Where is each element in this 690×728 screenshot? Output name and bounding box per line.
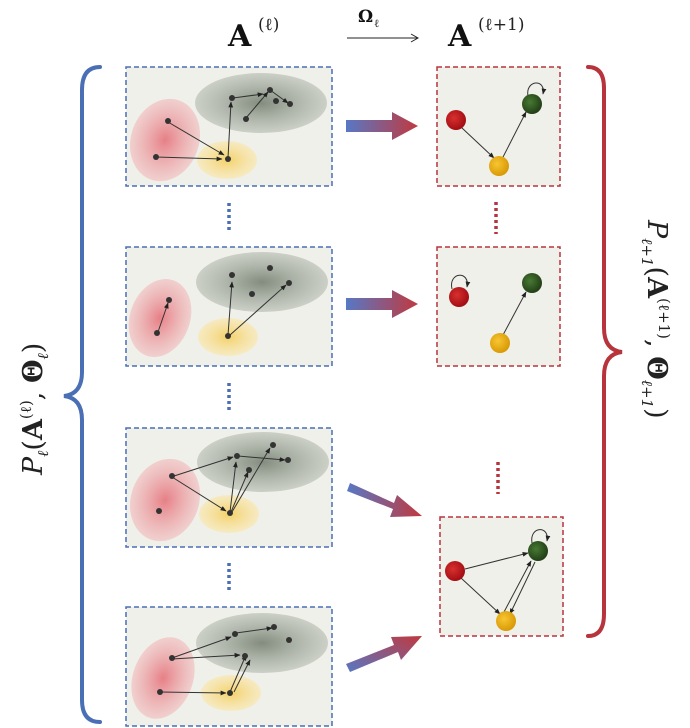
gray-cluster bbox=[196, 252, 328, 312]
right-ellipsis-dots bbox=[494, 202, 500, 494]
left-panel-2-edges bbox=[157, 281, 287, 336]
right-label-theta-sub: ℓ+1 bbox=[638, 380, 656, 408]
right-panel-1 bbox=[436, 66, 561, 187]
right-label-a-sup: (ℓ+1) bbox=[655, 298, 673, 339]
right-label-comma: , bbox=[641, 339, 672, 356]
gray-cluster bbox=[197, 432, 329, 492]
operator-arrow-head bbox=[410, 33, 420, 43]
left-probability-label: Pℓ(A(ℓ), Θℓ) bbox=[17, 343, 52, 476]
left-label-close: ) bbox=[18, 343, 49, 354]
right-label-theta: Θ bbox=[641, 356, 672, 380]
transition-arrow-2 bbox=[346, 290, 418, 318]
right-label-close: ) bbox=[641, 408, 672, 419]
left-column-title: A (ℓ) bbox=[227, 15, 279, 54]
svg-text:Pℓ(A(ℓ), Θℓ): Pℓ(A(ℓ), Θℓ) bbox=[17, 343, 52, 476]
left-panel-3 bbox=[125, 427, 333, 548]
left-label-a: A bbox=[18, 418, 49, 441]
red-node bbox=[449, 287, 469, 307]
left-panel-2 bbox=[125, 246, 333, 367]
right-label-open: ( bbox=[641, 267, 672, 278]
right-title-base: A bbox=[447, 19, 472, 54]
right-column-title: A (ℓ+1) bbox=[447, 15, 524, 54]
right-label-a: A bbox=[641, 276, 672, 299]
green-node bbox=[528, 541, 548, 561]
left-panel-2-nodes bbox=[154, 265, 292, 339]
right-panel-3 bbox=[439, 516, 564, 637]
green-node bbox=[522, 273, 542, 293]
right-panel-2 bbox=[436, 246, 561, 367]
left-brace bbox=[63, 65, 102, 724]
left-panel-4 bbox=[125, 606, 333, 727]
left-label-a-sup: (ℓ) bbox=[17, 400, 35, 419]
left-label-theta-sub: ℓ bbox=[34, 353, 52, 359]
transition-arrow-1 bbox=[346, 112, 418, 140]
right-brace bbox=[586, 65, 623, 638]
right-probability-label: Pℓ+1(A(ℓ+1), Θℓ+1) bbox=[638, 219, 673, 419]
right-panel-3-edges bbox=[460, 529, 551, 615]
red-cluster bbox=[131, 637, 195, 719]
right-panel-1-edges bbox=[461, 82, 547, 160]
red-node bbox=[446, 110, 466, 130]
left-title-sup: (ℓ) bbox=[258, 15, 279, 35]
red-cluster bbox=[129, 458, 201, 542]
transition-arrow-3 bbox=[347, 483, 422, 517]
right-panel-2-edges bbox=[451, 274, 527, 336]
yellow-node bbox=[490, 333, 510, 353]
transition-arrow-4 bbox=[346, 636, 422, 672]
left-panel-1 bbox=[125, 66, 333, 187]
left-title-base: A bbox=[227, 19, 252, 54]
operator-base: Ω bbox=[358, 7, 373, 27]
left-label-theta: Θ bbox=[18, 359, 49, 383]
operator-sub: ℓ bbox=[374, 17, 379, 30]
svg-text:Pℓ+1(A(ℓ+1), Θℓ+1): Pℓ+1(A(ℓ+1), Θℓ+1) bbox=[638, 219, 673, 419]
red-node bbox=[445, 561, 465, 581]
left-panel-3-nodes bbox=[156, 442, 291, 516]
transition-operator: Ω ℓ bbox=[347, 7, 420, 43]
left-label-comma: , bbox=[18, 383, 49, 400]
left-panel-1-edges bbox=[155, 89, 289, 162]
left-panel-4-edges bbox=[159, 626, 273, 696]
red-cluster bbox=[129, 98, 201, 182]
yellow-node bbox=[496, 611, 516, 631]
left-panel-1-nodes bbox=[153, 87, 293, 162]
left-label-open: ( bbox=[18, 440, 49, 451]
gray-cluster bbox=[195, 73, 327, 133]
right-title-sup: (ℓ+1) bbox=[478, 15, 524, 35]
red-cluster bbox=[128, 279, 192, 357]
right-label-p-sub: ℓ+1 bbox=[638, 238, 656, 266]
left-panel-4-nodes bbox=[157, 624, 292, 696]
left-panel-3-edges bbox=[171, 447, 286, 513]
yellow-node bbox=[489, 156, 509, 176]
left-label-p: P bbox=[18, 456, 49, 476]
left-label-p-sub: ℓ bbox=[34, 451, 52, 457]
right-label-p: P bbox=[641, 219, 672, 239]
green-node bbox=[522, 94, 542, 114]
gray-cluster bbox=[196, 613, 328, 673]
transition-arrows bbox=[346, 112, 422, 672]
